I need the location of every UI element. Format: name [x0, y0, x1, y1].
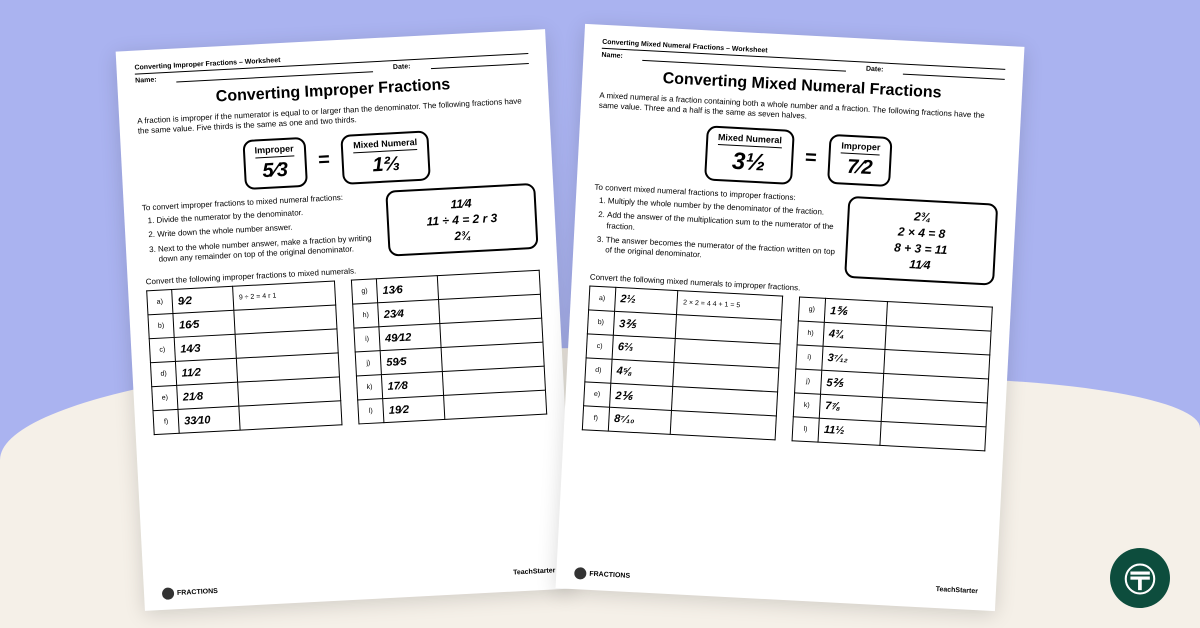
example-row: Improper5⁄3 = Mixed Numeral1⅔: [139, 125, 535, 196]
improper-box: Improper5⁄3: [242, 137, 308, 190]
teachstarter-logo-icon: 〶: [1110, 548, 1170, 608]
steps-list: To convert mixed numeral fractions to im…: [591, 182, 839, 277]
tables: a)2½2 × 2 = 4 4 + 1 = 5b)3⅖c)6⅔d)4⅝e)2⅙f…: [582, 285, 993, 451]
tables: a)9⁄29 ÷ 2 = 4 r 1b)16⁄5c)14⁄3d)11⁄2e)21…: [146, 270, 547, 435]
diagram-box: 2¾2 × 4 = 88 + 3 = 1111⁄4: [844, 196, 998, 286]
worksheet-left: Converting Improper Fractions – Workshee…: [116, 29, 575, 611]
table-right: g)13⁄6h)23⁄4i)49⁄12j)59⁄5k)17⁄8l)19⁄2: [351, 270, 547, 425]
worksheet-right: Converting Mixed Numeral Fractions – Wor…: [556, 24, 1025, 611]
fraction-icon: [574, 567, 587, 580]
equals-sign: =: [804, 146, 817, 170]
steps-row: To convert mixed numeral fractions to im…: [591, 182, 999, 285]
example-row: Mixed Numeral3½ = Improper7⁄2: [595, 119, 1001, 195]
table-left: a)9⁄29 ÷ 2 = 4 r 1b)16⁄5c)14⁄3d)11⁄2e)21…: [146, 281, 342, 436]
steps-row: To convert improper fractions to mixed n…: [142, 183, 539, 270]
table-right: g)1⅚h)4¾i)3⁷⁄₁₂j)5⅖k)7⅞l)11½: [792, 296, 993, 451]
equals-sign: =: [318, 149, 331, 173]
mixed-box: Mixed Numeral3½: [704, 125, 795, 185]
improper-box: Improper7⁄2: [827, 134, 893, 187]
steps-list: To convert improper fractions to mixed n…: [142, 191, 379, 270]
fraction-icon: [162, 587, 175, 600]
diagram-box: 11⁄411 ÷ 4 = 2 r 32¾: [385, 183, 538, 257]
table-left: a)2½2 × 2 = 4 4 + 1 = 5b)3⅖c)6⅔d)4⅝e)2⅙f…: [582, 285, 783, 440]
mixed-box: Mixed Numeral1⅔: [341, 130, 432, 185]
